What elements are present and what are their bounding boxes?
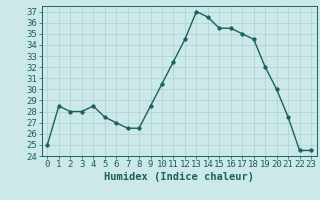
X-axis label: Humidex (Indice chaleur): Humidex (Indice chaleur) <box>104 172 254 182</box>
